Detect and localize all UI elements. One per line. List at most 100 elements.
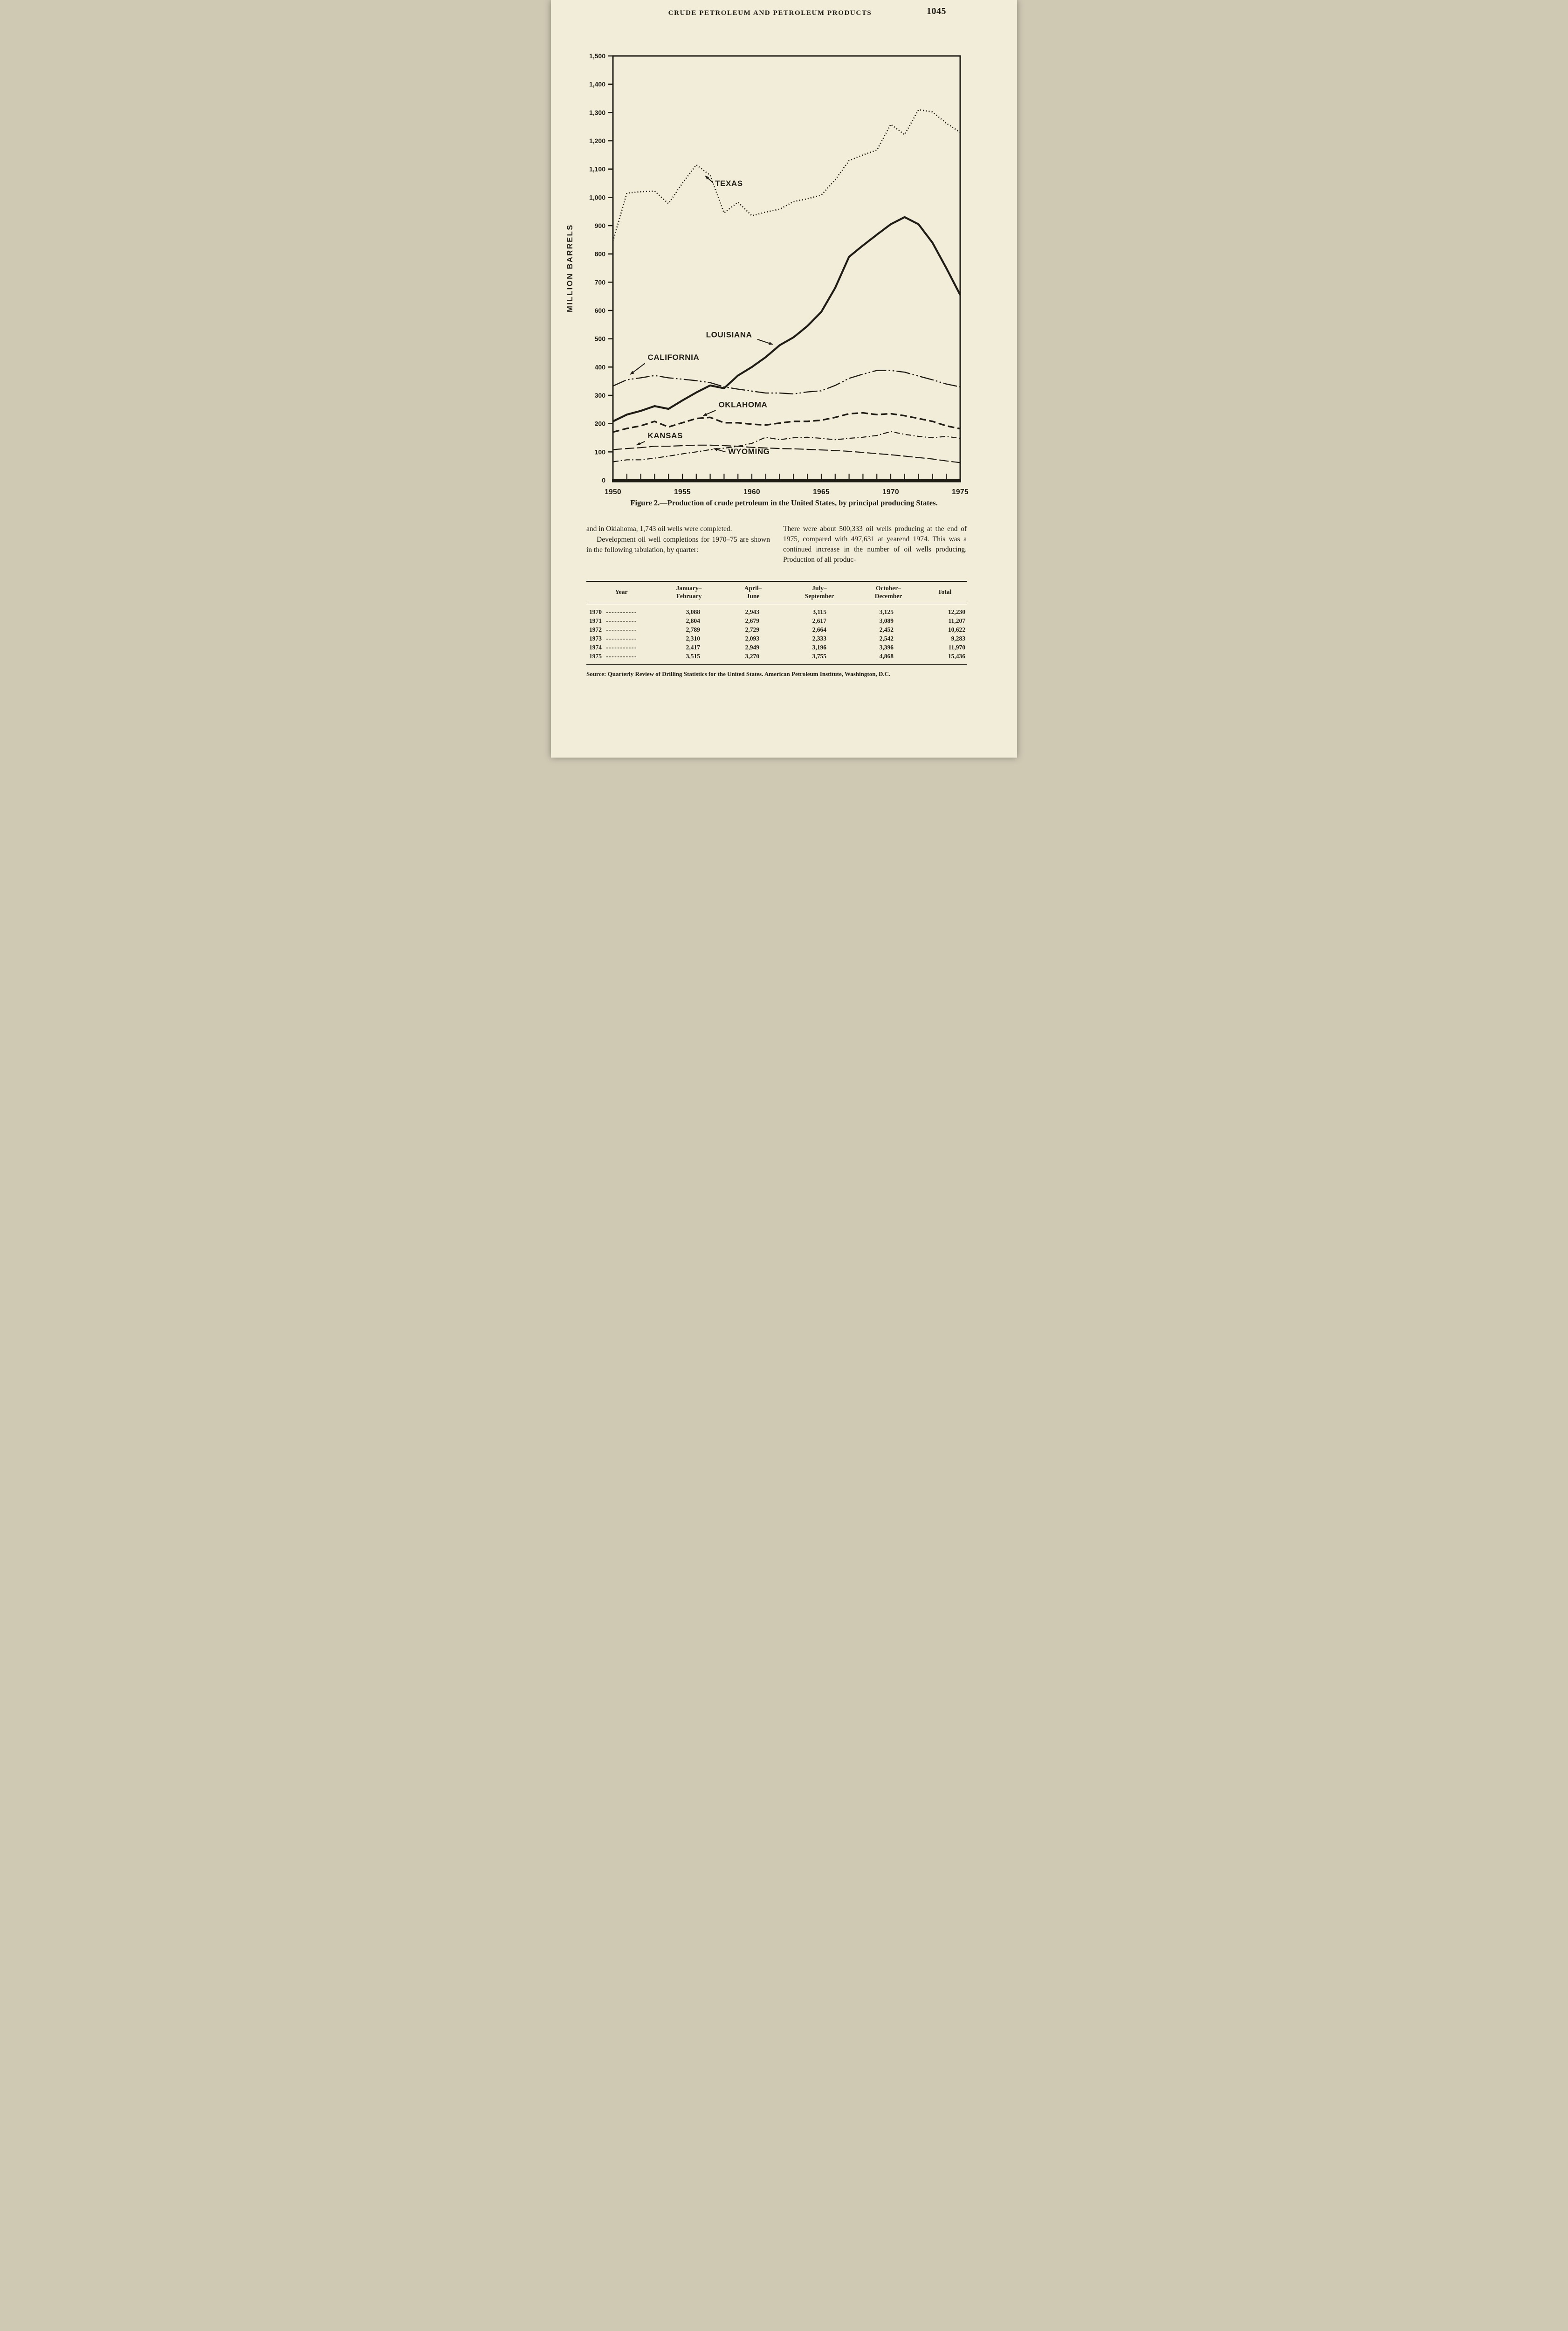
value-cell: 2,664 — [812, 626, 826, 633]
table-row: 1972 ----------- 2,789 2,729 2,664 2,452 10,62… — [586, 625, 967, 634]
value-cell: 10,622 — [948, 626, 965, 633]
production-chart: 0 100 200 300 400 500 600 700 800 900 1,000 1,100 1,… — [566, 52, 969, 496]
svg-text:100: 100 — [595, 448, 606, 455]
row-leader: ----------- — [606, 617, 638, 624]
column-header-1: January– February — [656, 581, 722, 604]
column-header-year: Year — [586, 581, 656, 604]
left-column: and in Oklahoma, 1,743 oil wells were co… — [586, 524, 770, 565]
value-cell: 2,542 — [879, 634, 894, 642]
series-oklahoma — [612, 412, 961, 433]
source-text: Quarterly Review of Drilling Statistics … — [607, 670, 891, 677]
series-texas — [612, 109, 961, 241]
svg-text:700: 700 — [595, 278, 606, 286]
svg-text:200: 200 — [595, 420, 606, 428]
page: CRUDE PETROLEUM AND PETROLEUM PRODUCTS 1… — [551, 0, 1017, 758]
figure-2: 0 100 200 300 400 500 600 700 800 900 1,000 1,100 1,… — [558, 46, 974, 501]
source-label: Source: — [586, 670, 606, 677]
label-oklahoma: OKLAHOMA — [718, 400, 767, 409]
svg-text:600: 600 — [595, 307, 606, 314]
row-leader: ----------- — [606, 634, 638, 642]
column-header-5: Total — [922, 581, 967, 604]
svg-text:1975: 1975 — [952, 488, 969, 496]
column-header-3: July– September — [784, 581, 854, 604]
table-row: 1971 ----------- 2,804 2,679 2,617 3,089 11,20… — [586, 616, 967, 625]
completions-table-block: Year January– February April– June July– Septe… — [586, 581, 967, 678]
value-cell: 2,617 — [812, 617, 826, 624]
year-cell: 1972 ----------- — [589, 626, 638, 633]
running-head-title: CRUDE PETROLEUM AND PETROLEUM PRODUCTS — [668, 9, 872, 17]
label-louisiana: LOUISIANA — [706, 331, 752, 339]
paragraph: Development oil well completions for 197… — [586, 536, 770, 554]
svg-text:800: 800 — [595, 250, 606, 258]
year-cell: 1970 ----------- — [589, 608, 638, 615]
series-labels: TEXAS LOUISIANA CALIFORNIA OKLAHOMA KANSAS WY… — [630, 175, 773, 456]
label-texas: TEXAS — [715, 179, 743, 188]
value-cell: 3,088 — [686, 608, 700, 615]
svg-text:1965: 1965 — [813, 488, 830, 496]
svg-text:1950: 1950 — [605, 488, 621, 496]
row-leader: ----------- — [606, 643, 638, 651]
svg-text:300: 300 — [595, 392, 606, 399]
column-header-2: April– June — [722, 581, 784, 604]
svg-text:1,400: 1,400 — [589, 81, 605, 88]
value-cell: 3,755 — [812, 652, 826, 660]
svg-text:500: 500 — [595, 335, 606, 343]
svg-text:1,500: 1,500 — [589, 52, 605, 60]
body-text: and in Oklahoma, 1,743 oil wells were co… — [586, 524, 967, 565]
series-kansas — [612, 444, 961, 463]
value-cell: 12,230 — [948, 608, 965, 615]
svg-text:0: 0 — [602, 476, 605, 484]
source-note: Source: Quarterly Review of Drilling Sta… — [586, 670, 967, 678]
plot-frame — [612, 55, 961, 483]
value-cell: 3,196 — [812, 643, 826, 651]
table-row: 1975 ----------- 3,515 3,270 3,755 4,868 15,43… — [586, 652, 967, 665]
svg-text:1,000: 1,000 — [589, 193, 605, 201]
paragraph: and in Oklahoma, 1,743 oil wells were co… — [586, 525, 732, 533]
value-cell: 2,789 — [686, 626, 700, 633]
svg-text:1960: 1960 — [743, 488, 760, 496]
svg-text:1,300: 1,300 — [589, 109, 605, 116]
svg-text:900: 900 — [595, 222, 606, 229]
year-cell: 1973 ----------- — [589, 634, 638, 642]
svg-text:400: 400 — [595, 363, 606, 371]
value-cell: 9,283 — [951, 634, 965, 642]
x-axis: 1950 1955 1960 1965 1970 1975 — [605, 474, 969, 496]
value-cell: 11,970 — [948, 643, 965, 651]
table-row: 1970 ----------- 3,088 2,943 3,115 3,125 12,23… — [586, 604, 967, 616]
value-cell: 2,333 — [812, 634, 826, 642]
value-cell: 3,115 — [812, 608, 826, 615]
value-cell: 4,868 — [879, 652, 894, 660]
value-cell: 15,436 — [948, 652, 965, 660]
label-wyoming: WYOMING — [728, 447, 770, 456]
svg-text:1,100: 1,100 — [589, 166, 605, 173]
row-leader: ----------- — [606, 652, 638, 660]
value-cell: 3,270 — [745, 652, 759, 660]
value-cell: 2,452 — [879, 626, 894, 633]
y-axis: 0 100 200 300 400 500 600 700 800 900 1,000 1,100 1,… — [566, 52, 613, 484]
label-kansas: KANSAS — [648, 431, 683, 440]
series-louisiana — [612, 216, 961, 422]
value-cell: 2,943 — [745, 608, 759, 615]
table-row: 1973 ----------- 2,310 2,093 2,333 2,542 9,283 — [586, 634, 967, 643]
year-cell: 1974 ----------- — [589, 643, 638, 651]
value-cell: 3,396 — [879, 643, 894, 651]
svg-text:MILLION BARRELS: MILLION BARRELS — [566, 224, 574, 312]
svg-text:1970: 1970 — [882, 488, 899, 496]
value-cell: 2,417 — [686, 643, 700, 651]
svg-text:1,200: 1,200 — [589, 137, 605, 145]
value-cell: 3,125 — [879, 608, 894, 615]
label-california: CALIFORNIA — [648, 353, 700, 362]
series-lines — [612, 109, 961, 463]
value-cell: 2,949 — [745, 643, 759, 651]
year-cell: 1971 ----------- — [589, 617, 638, 624]
table-row: 1974 ----------- 2,417 2,949 3,196 3,396 11,97… — [586, 643, 967, 652]
page-number: 1045 — [927, 6, 946, 16]
value-cell: 11,207 — [948, 617, 965, 624]
value-cell: 3,515 — [686, 652, 700, 660]
paragraph: There were about 500,333 oil wells produ… — [783, 525, 967, 564]
row-leader: ----------- — [606, 626, 638, 633]
value-cell: 2,679 — [745, 617, 759, 624]
table-header-row: Year January– February April– June July– Septe… — [586, 581, 967, 604]
figure-caption: Figure 2.—Production of crude petroleum … — [630, 498, 938, 507]
value-cell: 3,089 — [879, 617, 894, 624]
